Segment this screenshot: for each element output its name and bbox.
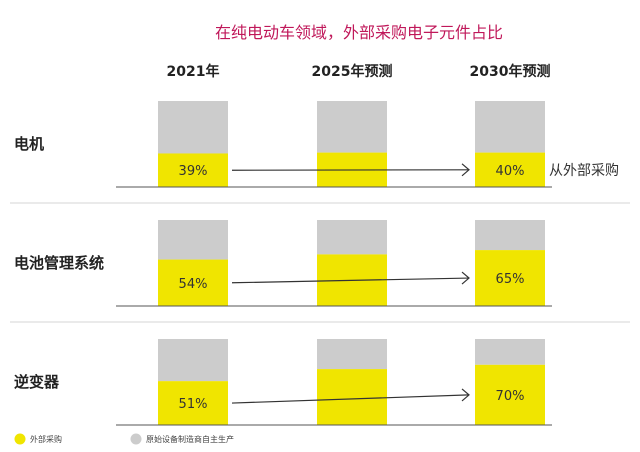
bar-external-purchase — [158, 259, 228, 306]
data-label: 39% — [179, 164, 208, 179]
data-label: 51% — [179, 397, 208, 412]
bar-external-purchase — [475, 152, 545, 187]
legend-label: 外部采购 — [30, 434, 62, 444]
data-label: 40% — [496, 164, 525, 179]
bar-own-production — [158, 101, 228, 154]
row-label: 电机 — [14, 135, 44, 153]
row-group: 逆变器 51% 70% — [14, 339, 552, 426]
row-label: 电池管理系统 — [14, 254, 104, 272]
data-label: 65% — [496, 272, 525, 287]
trend-arrow-head — [461, 163, 470, 177]
bar-own-production — [317, 339, 387, 370]
bar-own-production — [475, 101, 545, 153]
row-label: 逆变器 — [14, 373, 60, 391]
bar-external-purchase — [158, 153, 228, 187]
column-header: 2030年预测 — [470, 63, 551, 80]
legend-swatch — [130, 433, 142, 445]
chart-title: 在纯电动车领域，外部采购电子元件占比 — [215, 23, 503, 42]
column-header: 2021年 — [167, 63, 220, 80]
bar-external-purchase — [158, 381, 228, 425]
bar-own-production — [317, 101, 387, 153]
bar-external-purchase — [475, 250, 545, 306]
legend-label: 原始设备制造商自主生产 — [146, 434, 234, 444]
bar-external-purchase — [317, 369, 387, 425]
bar-external-purchase — [475, 364, 545, 425]
row-group: 电机 39% 40% 从外部采购 — [14, 101, 619, 188]
data-label: 54% — [179, 277, 208, 292]
bar-own-production — [475, 220, 545, 251]
data-label: 70% — [496, 389, 525, 404]
trend-arrow-line — [231, 394, 470, 404]
bar-own-production — [158, 220, 228, 260]
bar-own-production — [317, 220, 387, 255]
trend-arrow-head — [461, 388, 470, 402]
legend-swatch — [14, 433, 26, 445]
row-group: 电池管理系统 54% 65% — [14, 220, 552, 307]
trend-arrow-line — [231, 277, 470, 284]
annotation-label: 从外部采购 — [549, 163, 619, 179]
bar-own-production — [475, 339, 545, 365]
bar-own-production — [158, 339, 228, 382]
column-header: 2025年预测 — [312, 63, 393, 80]
trend-arrow-head — [461, 271, 470, 285]
